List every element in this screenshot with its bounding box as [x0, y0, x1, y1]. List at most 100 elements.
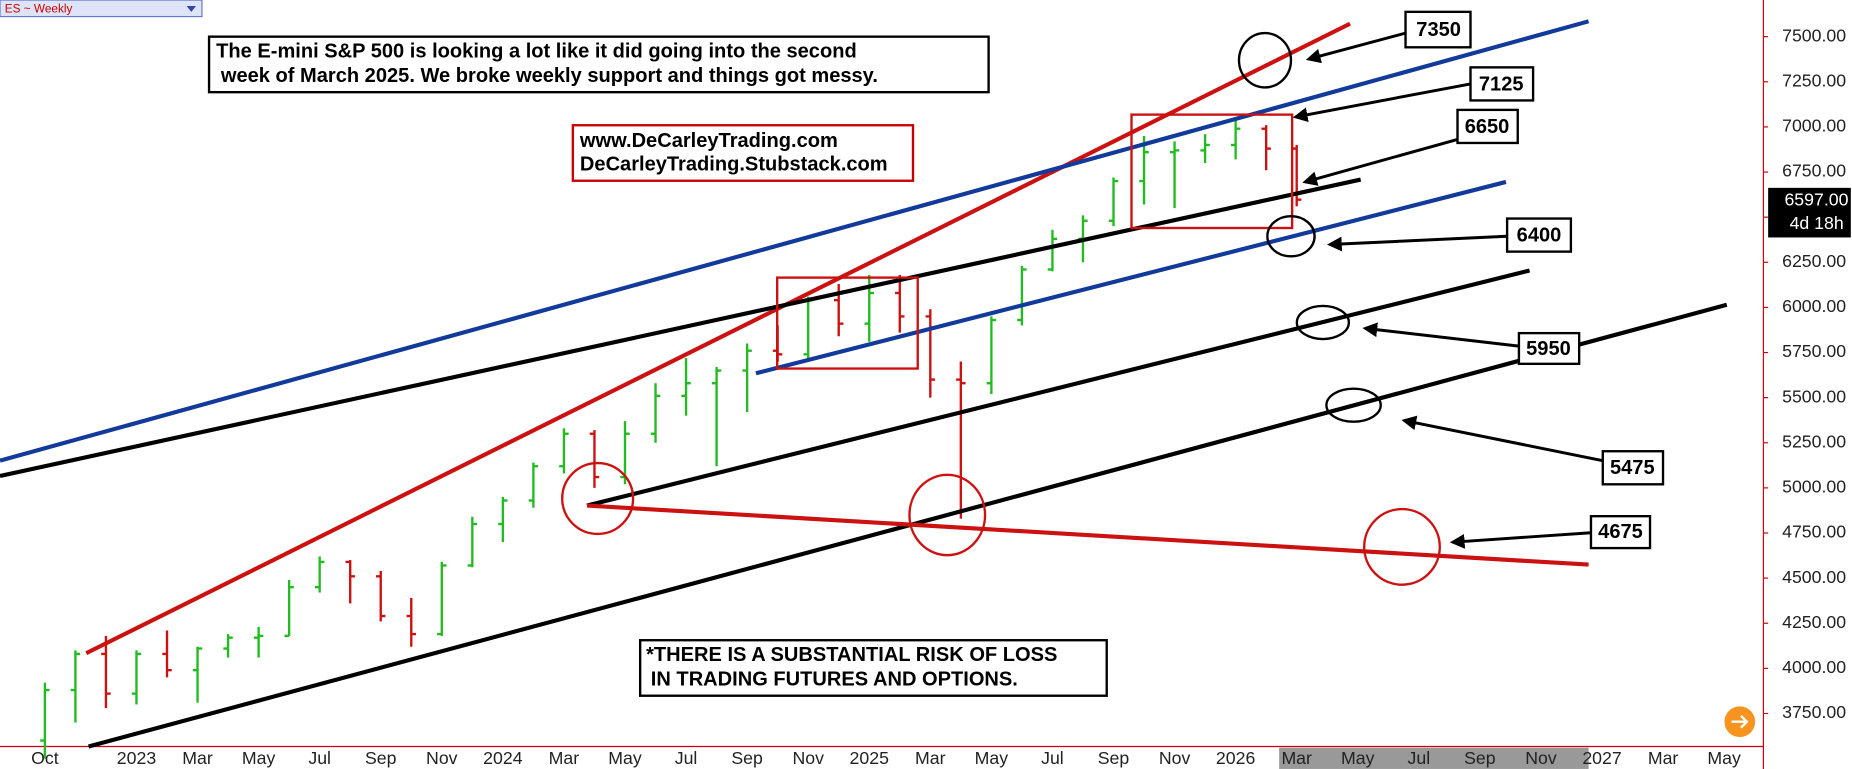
level-box — [1505, 217, 1573, 253]
y-tick-label: 6250.00 — [1782, 251, 1846, 271]
level-box — [1517, 331, 1581, 366]
shapes — [561, 31, 1441, 586]
y-tick-label: 7000.00 — [1782, 116, 1846, 136]
x-tick-label: Jul — [1041, 748, 1064, 768]
level-label: 5950 — [1526, 338, 1571, 360]
x-tick-label: Jul — [1408, 748, 1431, 768]
trendline — [755, 179, 1507, 376]
x-tick-label: Mar — [182, 748, 213, 768]
arrows — [1292, 31, 1604, 549]
y-tick-label: 6750.00 — [1782, 161, 1846, 181]
level-label: 4675 — [1598, 521, 1643, 543]
y-tick-label: 4000.00 — [1782, 657, 1846, 677]
x-tick-label: May — [1707, 748, 1741, 768]
note-box — [638, 639, 1108, 697]
y-tick-label: 6000.00 — [1782, 296, 1846, 316]
x-tick-label: 2023 — [117, 748, 157, 768]
level-label: 6400 — [1517, 225, 1562, 247]
level-box — [1469, 66, 1535, 102]
circle — [1363, 507, 1441, 586]
x-tick-label: May — [608, 748, 642, 768]
y-tick-label: 5750.00 — [1782, 341, 1846, 361]
level-box — [1404, 10, 1472, 49]
x-tick-label: Mar — [915, 748, 946, 768]
circle — [561, 461, 635, 536]
y-tick-label: 4500.00 — [1782, 567, 1846, 587]
level-box — [1589, 515, 1652, 550]
arrow — [1302, 137, 1458, 186]
ticks: 3750.00 4000.00 4250.00 4500.00 4750.00 5000.… — [31, 25, 1846, 768]
last-price: 6597.00 4d 18h — [1768, 187, 1851, 238]
x-tick-label: Mar — [1648, 748, 1679, 768]
note: www.DeCarleyTrading.com — [579, 130, 838, 152]
trendline — [586, 268, 1531, 508]
x-tick-label: 2027 — [1582, 748, 1621, 768]
notes: The E-mini S&P 500 is looking a lot like… — [207, 35, 1108, 697]
level-box — [1601, 450, 1665, 486]
circle — [1325, 387, 1382, 423]
arrow — [1401, 415, 1604, 463]
x-tick-label: Nov — [426, 748, 458, 768]
y-tick-label: 7250.00 — [1782, 70, 1846, 90]
trendline — [586, 503, 1589, 567]
circle — [1295, 304, 1351, 341]
scroll-icon — [1731, 714, 1749, 729]
x-tick-label: Nov — [792, 748, 824, 768]
arrow — [1362, 322, 1520, 348]
y-tick-label: 5500.00 — [1782, 386, 1846, 406]
note: The E-mini S&P 500 is looking a lot like… — [216, 40, 857, 62]
last-price-box — [1768, 187, 1851, 238]
price-bars — [40, 119, 1302, 759]
x-tick-label: Mar — [1281, 748, 1312, 768]
x-tick-label: 2026 — [1216, 748, 1256, 768]
x-tick-label: Nov — [1159, 748, 1191, 768]
x-tick-label: Nov — [1525, 748, 1557, 768]
level-boxes: 7350 7125 6650 6400 5950 5475 4675 — [1404, 10, 1665, 550]
x-tick-label: May — [975, 748, 1009, 768]
x-tick-label: Sep — [1464, 748, 1496, 768]
note: week of March 2025. We broke weekly supp… — [220, 65, 878, 87]
x-tick-label: Sep — [1098, 748, 1130, 768]
last-price-label: 6597.00 — [1784, 190, 1848, 210]
x-tick-label: Oct — [31, 748, 59, 768]
trendline — [0, 19, 1590, 463]
x-tick-label: May — [1341, 748, 1375, 768]
level-label: 7125 — [1479, 73, 1524, 95]
y-tick-label: 5000.00 — [1782, 477, 1846, 497]
dropdown-icon[interactable] — [186, 5, 197, 12]
level-box — [1456, 108, 1519, 145]
y-tick-label: 4750.00 — [1782, 522, 1846, 542]
level-label: 5475 — [1610, 457, 1655, 479]
arrow — [1305, 31, 1406, 64]
range-box — [775, 276, 919, 370]
range-box — [1130, 113, 1294, 230]
note-box — [571, 124, 915, 182]
note: *THERE IS A SUBSTANTIAL RISK OF LOSS — [646, 644, 1057, 666]
future-shade — [1279, 747, 1589, 769]
y-tick-label: 4250.00 — [1782, 612, 1846, 632]
note: IN TRADING FUTURES AND OPTIONS. — [651, 669, 1018, 691]
arrow — [1326, 234, 1508, 252]
countdown: 4d 18h — [1790, 213, 1844, 233]
circle — [1266, 215, 1316, 258]
x-tick-label: Sep — [365, 748, 397, 768]
x-tick-label: May — [242, 748, 276, 768]
y-tick-label: 5250.00 — [1782, 431, 1846, 451]
arrow — [1449, 531, 1592, 549]
trendlines — [0, 19, 1728, 749]
symbol: ES ~ Weekly — [5, 2, 73, 16]
x-tick-label: Jul — [308, 748, 331, 768]
level-label: 6650 — [1465, 116, 1510, 138]
symbol-box[interactable] — [0, 0, 203, 18]
note-box — [207, 35, 990, 94]
note: DeCarleyTrading.Stubstack.com — [580, 154, 888, 176]
y-tick-label: 3750.00 — [1782, 702, 1846, 722]
level-label: 7350 — [1416, 19, 1461, 41]
x-tick-label: 2025 — [850, 748, 890, 768]
circle — [1237, 31, 1293, 89]
x-tick-label: 2024 — [483, 748, 523, 768]
arrow — [1292, 82, 1471, 123]
x-tick-label: Mar — [549, 748, 580, 768]
